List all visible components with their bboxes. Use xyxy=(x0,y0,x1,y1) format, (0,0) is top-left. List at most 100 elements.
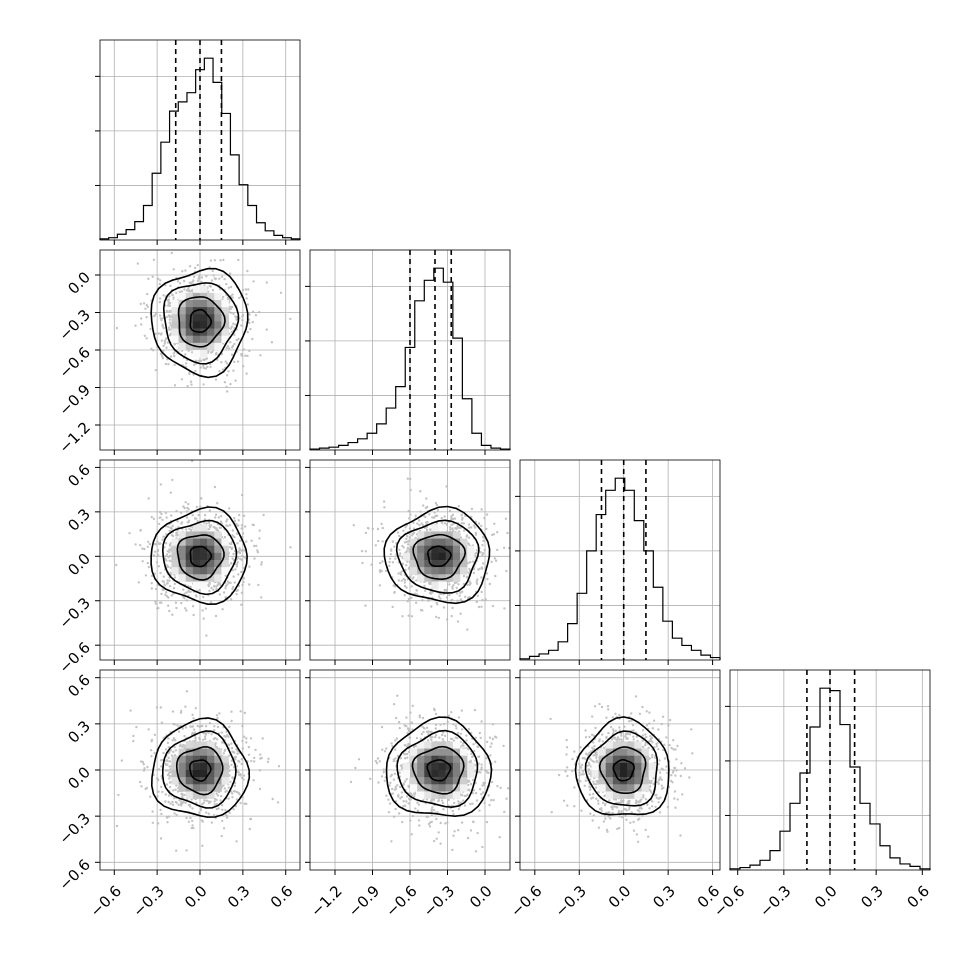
density-cell-2-0-10-16 xyxy=(214,531,222,539)
density-cell-1-0-12-14 xyxy=(200,335,208,344)
density-cell-3-1-10-18 xyxy=(438,741,447,749)
density-cell-2-1-15-21 xyxy=(460,567,468,575)
density-cell-3-0-17-13 xyxy=(192,791,201,799)
density-cell-3-2-13-11 xyxy=(598,762,607,771)
density-cell-3-1-17-18 xyxy=(438,791,447,799)
density-cell-3-0-10-14 xyxy=(200,741,208,749)
density-cell-2-0-10-15 xyxy=(207,531,215,539)
density-cell-3-1-10-17 xyxy=(431,741,439,749)
density-cell-2-0-10-11 xyxy=(178,531,187,539)
density-cell-3-2-15-15 xyxy=(627,777,635,785)
density-cell-3-1-15-15 xyxy=(417,777,425,785)
density-cell-2-0-13-16 xyxy=(214,552,222,561)
contour-3-2-3 xyxy=(574,716,670,816)
density-cell-1-0-5-14 xyxy=(200,285,208,294)
density-cell-3-0-15-12 xyxy=(185,777,194,785)
density-cell-3-2-15-17 xyxy=(641,777,649,785)
density-cell-1-0-11-15 xyxy=(207,328,215,337)
contour-3-2-0 xyxy=(612,759,635,782)
density-cell-2-1-14-17 xyxy=(431,560,439,568)
density-cell-3-1-13-18 xyxy=(438,762,447,771)
density-cell-3-2-17-15 xyxy=(627,791,635,799)
x-tick-label-0-0: −0.6 xyxy=(87,882,125,920)
density-cell-2-0-10-13 xyxy=(192,531,201,539)
contour-3-0-3 xyxy=(150,717,251,818)
hist-panel-0 xyxy=(95,39,301,245)
contour-1-0-1 xyxy=(177,296,226,348)
density-cell-2-0-15-17 xyxy=(221,567,229,575)
density-cell-1-0-8-11 xyxy=(178,307,187,315)
density-cell-2-0-12-15 xyxy=(207,545,215,554)
density-cell-2-1-12-18 xyxy=(438,545,447,554)
density-cell-2-1-14-18 xyxy=(438,560,447,568)
contour-1-0-2 xyxy=(162,282,240,365)
density-cell-3-1-15-19 xyxy=(445,777,454,785)
density-cell-2-0-14-14 xyxy=(200,560,208,568)
density-cell-3-1-13-19 xyxy=(445,762,454,771)
density-cell-2-1-10-15 xyxy=(417,531,425,539)
density-cell-3-2-13-16 xyxy=(634,762,642,771)
contour-1-0-3 xyxy=(150,267,249,379)
x-tick-label-3-2: 0.0 xyxy=(811,882,841,912)
density-cell-2-1-15-19 xyxy=(445,567,454,575)
y-tick-label-3-2: 0.0 xyxy=(64,763,94,793)
density-cell-2-0-12-13 xyxy=(192,545,201,554)
density-cell-1-0-7-13 xyxy=(192,300,201,308)
density-cell-3-2-17-14 xyxy=(620,791,628,799)
density-cell-2-1-16-15 xyxy=(417,574,425,582)
density-cell-1-0-6-11 xyxy=(178,292,187,301)
density-cell-1-0-13-12 xyxy=(185,342,194,351)
y-tick-label-2-1: −0.3 xyxy=(56,594,94,632)
density-cell-3-0-14-11 xyxy=(178,770,187,778)
density-cell-2-1-13-15 xyxy=(417,552,425,561)
density-cell-2-1-11-16 xyxy=(424,538,432,547)
density-cell-3-0-14-16 xyxy=(214,770,222,778)
density-cell-3-0-12-15 xyxy=(207,755,215,764)
density-cell-2-1-14-15 xyxy=(417,560,425,568)
density-cell-2-0-9-14 xyxy=(200,524,208,532)
density-cell-1-0-6-12 xyxy=(185,292,194,301)
density-cell-2-1-15-18 xyxy=(438,567,447,575)
density-cell-1-0-13-16 xyxy=(214,342,222,351)
density-cell-3-2-11-15 xyxy=(627,748,635,757)
density-cell-3-1-11-14 xyxy=(410,748,418,757)
scatter-panel-1-0 xyxy=(95,249,301,455)
density-cell-3-1-13-20 xyxy=(452,762,461,771)
density-cell-3-2-13-15 xyxy=(627,762,635,771)
density-cell-2-1-12-19 xyxy=(445,545,454,554)
density-cell-2-1-16-18 xyxy=(438,574,447,582)
density-cell-3-0-14-14 xyxy=(200,770,208,778)
density-cell-2-1-17-17 xyxy=(431,581,439,589)
contour-3-1-3 xyxy=(385,716,493,817)
density-cell-2-0-14-10 xyxy=(171,560,179,568)
density-cell-3-0-10-15 xyxy=(207,741,215,749)
density-cell-3-0-13-14 xyxy=(200,762,208,771)
density-cell-3-1-16-21 xyxy=(460,784,468,792)
density-cell-2-1-13-14 xyxy=(410,552,418,561)
density-cell-3-0-14-10 xyxy=(171,770,179,778)
density-cell-2-0-11-10 xyxy=(171,538,179,547)
density-cell-3-1-13-15 xyxy=(417,762,425,771)
density-cell-3-2-16-14 xyxy=(620,784,628,792)
density-cell-1-0-11-17 xyxy=(221,328,229,337)
density-cell-2-0-16-13 xyxy=(192,574,201,582)
density-cell-2-0-13-13 xyxy=(192,552,201,561)
density-cell-2-1-9-18 xyxy=(438,524,447,532)
density-cell-2-0-15-14 xyxy=(200,567,208,575)
hist-step-1 xyxy=(309,267,511,450)
density-cell-3-2-10-16 xyxy=(634,741,642,749)
density-cell-2-1-14-16 xyxy=(424,560,432,568)
density-cell-2-0-13-10 xyxy=(171,552,179,561)
density-cell-2-0-12-17 xyxy=(221,545,229,554)
density-cell-3-1-10-15 xyxy=(417,741,425,749)
density-cell-1-0-10-10 xyxy=(171,321,179,329)
scatter-panel-2-0 xyxy=(95,459,301,665)
density-cell-3-1-11-19 xyxy=(445,748,454,757)
density-cell-2-0-12-10 xyxy=(171,545,179,554)
x-tick-label-2-0: −0.6 xyxy=(507,882,545,920)
contour-3-1-0 xyxy=(426,759,452,782)
density-cell-2-1-15-17 xyxy=(431,567,439,575)
density-cell-2-0-15-10 xyxy=(171,567,179,575)
density-cell-2-1-13-13 xyxy=(402,552,411,561)
x-tick-label-3-1: −0.3 xyxy=(756,882,794,920)
